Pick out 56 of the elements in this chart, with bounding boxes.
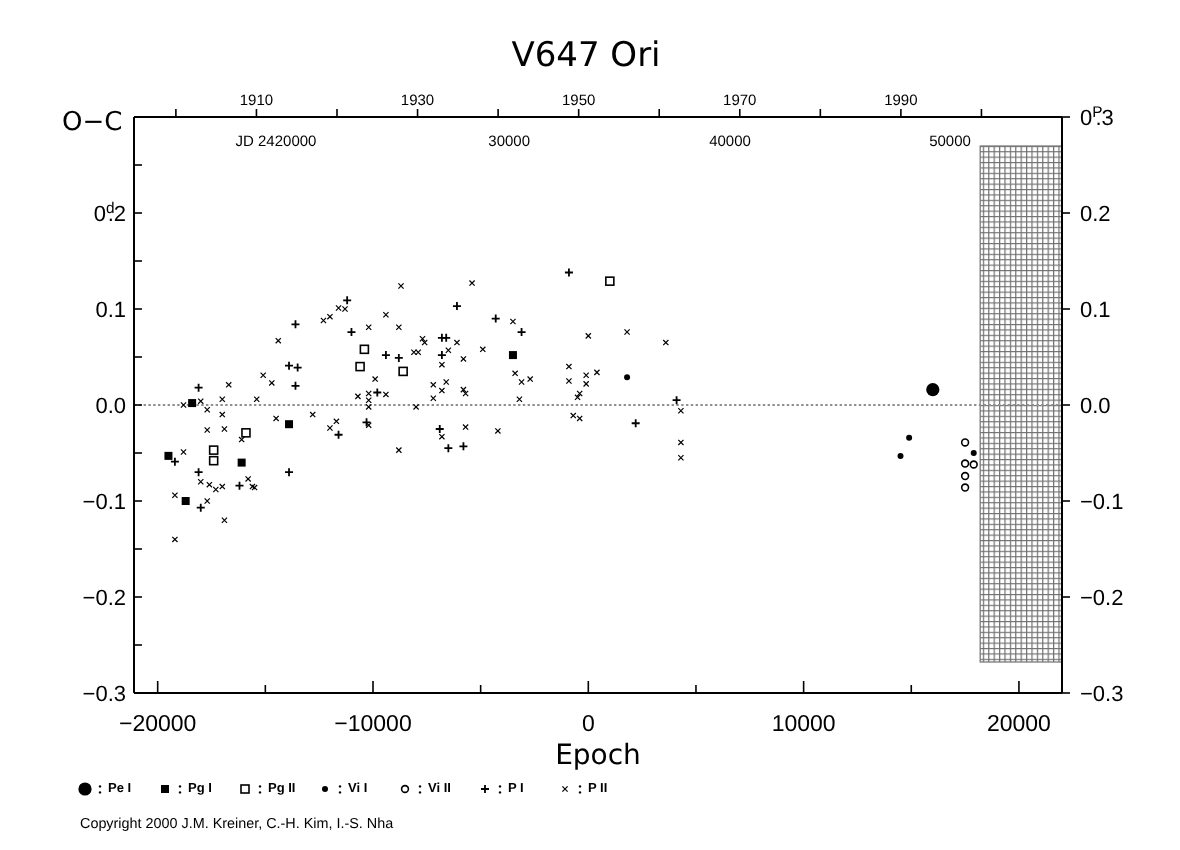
x-tick-label: −20000 (118, 713, 197, 737)
point (624, 374, 631, 381)
point (960, 471, 970, 481)
point (398, 366, 408, 377)
y2-tick-label: −0.3 (1080, 683, 1124, 707)
point (960, 459, 970, 468)
y2-tick-label: −0.2 (1080, 587, 1124, 611)
point (443, 443, 454, 454)
point (284, 467, 294, 478)
y2-tick-label: 0.2 (1080, 203, 1111, 227)
point (355, 361, 365, 372)
point (960, 438, 970, 447)
point (164, 451, 173, 460)
point (906, 434, 913, 441)
point (969, 460, 978, 469)
point (630, 418, 641, 429)
point (393, 353, 404, 363)
point (195, 502, 206, 513)
point (188, 399, 197, 408)
y2-tick-label: 0.0 (1080, 395, 1111, 419)
point (437, 350, 447, 360)
y2-tick-label: −0.1 (1080, 491, 1124, 515)
y-axis-title: O−C (62, 108, 123, 140)
point (181, 497, 190, 505)
point (441, 332, 452, 343)
point (897, 452, 904, 459)
x-tick-label: 20000 (986, 713, 1051, 737)
x-tick-label: 0 (581, 713, 595, 737)
y-tick-label: 0.0 (95, 395, 126, 419)
y2-tick-label: 0.1 (1080, 299, 1111, 323)
x-tick-label: 10000 (771, 713, 836, 737)
point (208, 455, 219, 466)
point (241, 428, 251, 438)
point (926, 383, 940, 397)
y-tick-label: −0.1 (82, 491, 126, 515)
point (208, 445, 219, 455)
y2-tick-label: 0$^{P}$.3 (1080, 102, 1114, 131)
point (381, 350, 391, 360)
y-tick-label: −0.2 (82, 587, 126, 611)
point (237, 458, 246, 467)
point (170, 456, 180, 467)
x-tick-label: −10000 (334, 713, 412, 737)
point (508, 351, 517, 360)
point (605, 276, 615, 286)
chart-title: V647 Ori (509, 36, 663, 76)
point (490, 313, 501, 324)
point (970, 450, 977, 456)
point (359, 344, 370, 355)
point (960, 483, 970, 492)
y-tick-label: 0.1 (95, 299, 126, 323)
point (342, 295, 353, 306)
point (434, 424, 445, 434)
y-tick-label: 0$^{d}$.2 (93, 198, 126, 227)
y-tick-label: −0.3 (82, 683, 126, 707)
x-axis-title: Epoch (553, 738, 643, 774)
point (285, 420, 294, 429)
